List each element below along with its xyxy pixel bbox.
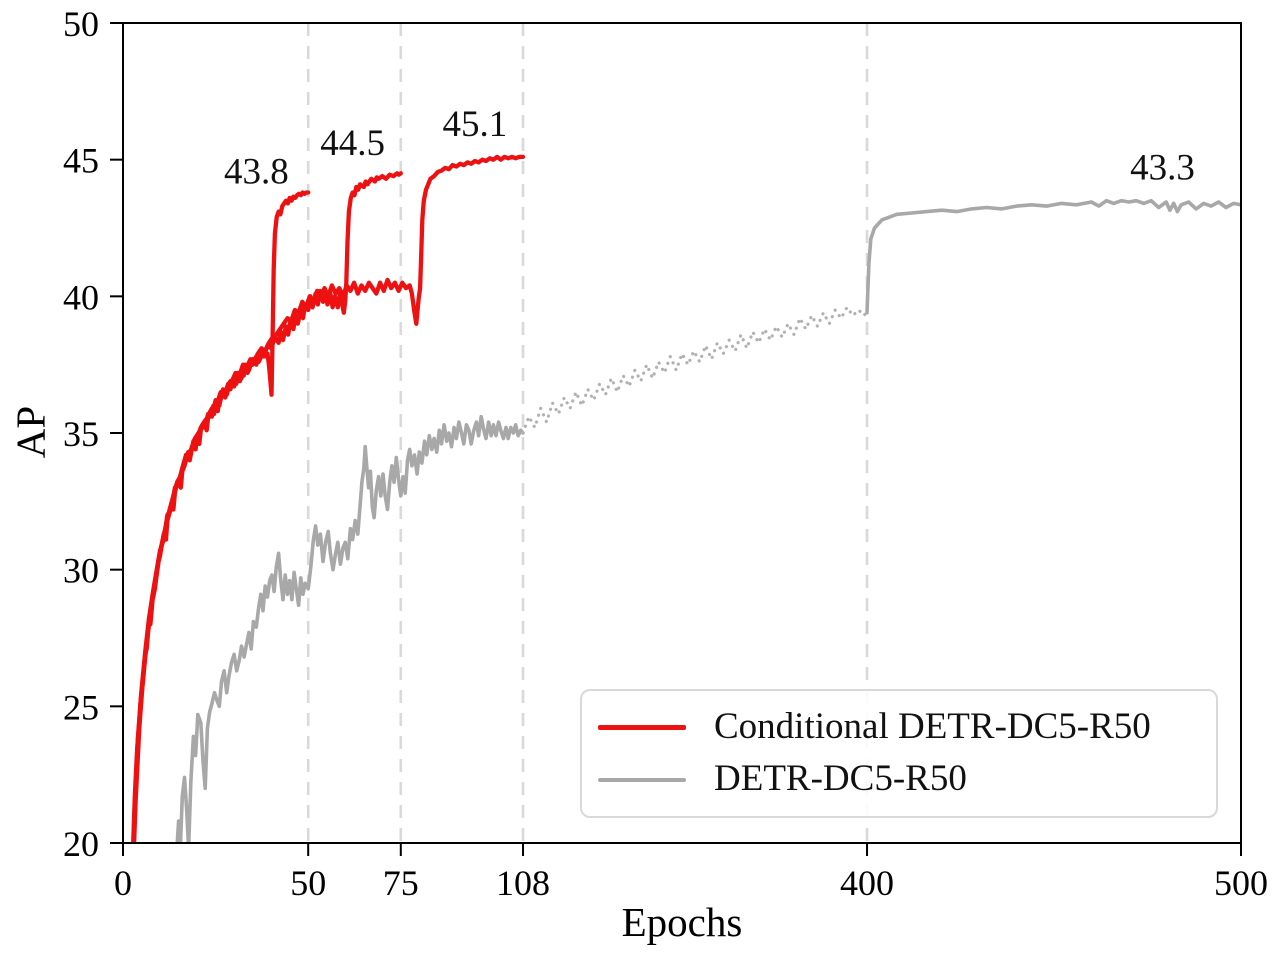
series-line-2	[131, 154, 526, 843]
y-tick-label-45: 45	[63, 141, 99, 181]
y-axis-label: AP	[7, 406, 53, 458]
series-line-4	[521, 305, 869, 435]
x-tick-label-75: 75	[383, 863, 419, 903]
legend-item-1: DETR-DC5-R50	[598, 759, 1206, 800]
x-tick-label-500: 500	[1214, 863, 1268, 903]
annotation-layer: 43.8 44.5 45.1 43.3	[224, 104, 1195, 193]
data-label-44.5: 44.5	[320, 123, 385, 164]
data-label-45.1: 45.1	[442, 104, 507, 145]
data-label-43.8: 43.8	[224, 152, 289, 193]
legend: Conditional DETR-DC5-R50 DETR-DC5-R50	[580, 689, 1218, 818]
legend-swatch-1	[598, 777, 686, 782]
y-tick-label-40: 40	[63, 277, 99, 317]
data-label-43.3: 43.3	[1130, 148, 1195, 189]
legend-item-0: Conditional DETR-DC5-R50	[598, 705, 1206, 748]
legend-label-1: DETR-DC5-R50	[714, 758, 967, 800]
legend-swatch-0	[598, 724, 686, 730]
y-tick-label-30: 30	[63, 551, 99, 591]
x-axis-label: Epochs	[622, 899, 743, 945]
series-line-3	[175, 414, 525, 843]
legend-label-0: Conditional DETR-DC5-R50	[714, 705, 1151, 747]
series-line-5	[865, 198, 1241, 315]
y-tick-label-50: 50	[63, 4, 99, 44]
x-tick-label-50: 50	[290, 863, 326, 903]
axis-layer: 0 50 75 108 400 500 20 25 30 35 40 45 50 Epochs AP	[7, 4, 1268, 945]
y-tick-label-25: 25	[63, 687, 99, 727]
series-layer	[131, 154, 1241, 843]
x-tick-label-0: 0	[114, 863, 132, 903]
tick-layer: 0 50 75 108 400 500 20 25 30 35 40 45 50	[63, 4, 1268, 903]
x-tick-label-108: 108	[496, 863, 550, 903]
x-tick-label-400: 400	[840, 863, 894, 903]
y-tick-label-35: 35	[63, 414, 99, 454]
y-tick-label-20: 20	[63, 824, 99, 864]
